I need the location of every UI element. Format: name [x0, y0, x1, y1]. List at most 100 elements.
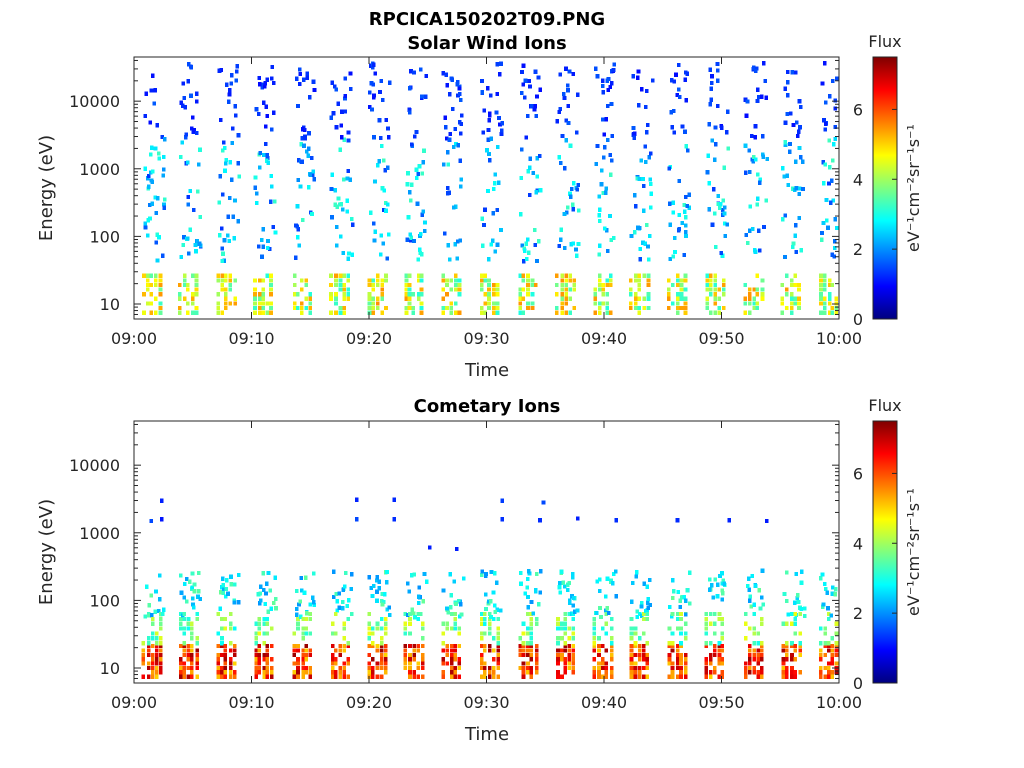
flux-pixel — [226, 214, 231, 219]
flux-pixel — [342, 296, 346, 301]
flux-pixel — [269, 273, 273, 278]
flux-pixel — [818, 670, 823, 675]
flux-pixel — [229, 177, 234, 182]
flux-pixel — [565, 582, 570, 587]
flux-pixel — [304, 644, 309, 649]
flux-pixel — [367, 644, 372, 649]
flux-pixel — [381, 158, 386, 163]
flux-pixel — [560, 278, 564, 283]
flux-pixel — [422, 148, 426, 153]
flux-pixel — [562, 211, 567, 216]
flux-pixel — [765, 519, 769, 524]
flux-pixel — [457, 310, 462, 315]
flux-pixel — [147, 603, 151, 608]
flux-pixel — [609, 102, 614, 107]
flux-pixel — [161, 173, 166, 178]
flux-pixel — [670, 595, 675, 601]
flux-pixel — [404, 273, 409, 278]
flux-pixel — [229, 626, 233, 631]
flux-pixel — [155, 652, 159, 657]
flux-pixel — [308, 631, 312, 636]
flux-pixel — [383, 168, 388, 173]
flux-pixel — [601, 191, 606, 196]
flux-pixel — [683, 636, 688, 641]
flux-pixel — [602, 226, 607, 231]
flux-pixel — [186, 287, 190, 292]
flux-pixel — [186, 665, 191, 670]
flux-pixel — [610, 648, 614, 653]
flux-pixel — [269, 282, 273, 288]
flux-pixel — [411, 310, 416, 315]
flux-pixel — [834, 631, 839, 636]
flux-pixel — [453, 126, 458, 132]
flux-pixel — [500, 517, 505, 522]
flux-pixel — [404, 310, 409, 315]
flux-pixel — [350, 222, 355, 227]
flux-pixel — [633, 273, 638, 278]
flux-pixel — [526, 605, 531, 610]
flux-pixel — [522, 246, 527, 251]
flux-pixel — [827, 138, 831, 143]
flux-pixel — [610, 641, 614, 646]
flux-pixel — [379, 233, 384, 238]
flux-pixel — [186, 626, 191, 631]
x-tick-label: 10:00 — [816, 329, 862, 348]
flux-pixel — [712, 648, 717, 653]
flux-pixel — [818, 652, 823, 657]
flux-pixel — [557, 109, 562, 115]
flux-pixel — [713, 310, 718, 315]
flux-pixel — [824, 100, 828, 105]
flux-pixel — [798, 611, 802, 617]
flux-pixel — [195, 616, 199, 621]
flux-pixel — [830, 648, 835, 653]
flux-pixel — [495, 62, 500, 67]
flux-pixel — [641, 176, 645, 182]
flux-pixel — [704, 665, 708, 670]
flux-pixel — [190, 631, 194, 636]
flux-pixel — [564, 278, 568, 283]
flux-pixel — [720, 670, 724, 675]
flux-pixel — [754, 68, 758, 74]
flux-pixel — [332, 84, 337, 89]
flux-pixel — [411, 305, 416, 311]
flux-pixel — [521, 278, 525, 283]
flux-pixel — [409, 235, 414, 240]
flux-pixel — [563, 611, 568, 617]
flux-pixel — [834, 305, 838, 311]
flux-pixel — [380, 310, 384, 315]
flux-pixel — [797, 301, 801, 306]
flux-pixel — [496, 644, 500, 649]
colorbar-tick-label: 4 — [853, 170, 863, 189]
flux-pixel — [487, 301, 491, 306]
flux-pixel — [149, 310, 154, 315]
flux-pixel — [633, 665, 638, 670]
flux-pixel — [342, 674, 346, 679]
flux-pixel — [531, 170, 536, 175]
flux-pixel — [216, 670, 221, 675]
flux-pixel — [258, 601, 262, 606]
flux-pixel — [819, 273, 823, 278]
flux-pixel — [482, 631, 487, 636]
flux-pixel — [569, 194, 573, 199]
flux-pixel — [637, 310, 641, 315]
flux-pixel — [220, 670, 224, 675]
flux-pixel — [604, 190, 608, 195]
flux-pixel — [297, 602, 301, 607]
flux-pixel — [833, 245, 837, 251]
flux-pixel — [329, 115, 333, 120]
flux-pixel — [708, 674, 713, 679]
flux-pixel — [261, 571, 265, 576]
flux-pixel — [441, 273, 445, 278]
flux-pixel — [568, 143, 573, 148]
flux-pixel — [593, 310, 597, 315]
flux-pixel — [528, 193, 532, 198]
flux-pixel — [196, 594, 200, 599]
flux-pixel — [308, 648, 312, 653]
flux-pixel — [676, 310, 680, 315]
flux-pixel — [411, 292, 416, 297]
flux-pixel — [668, 604, 672, 609]
flux-pixel — [487, 305, 491, 311]
flux-pixel — [483, 310, 488, 315]
flux-pixel — [257, 665, 262, 670]
